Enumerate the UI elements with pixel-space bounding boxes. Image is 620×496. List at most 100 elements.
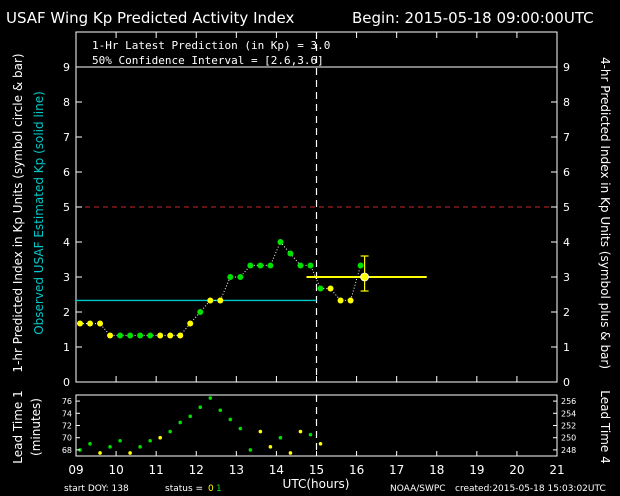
lead-tick-label-left: 72 <box>62 422 72 431</box>
lead-time-1-label: Lead Time 1 <box>11 390 25 463</box>
lead-time-point <box>128 451 132 455</box>
x-tick-label: 09 <box>68 463 83 477</box>
lead-time-point <box>198 405 203 410</box>
y-tick-label-left: 8 <box>63 96 70 109</box>
lead-time-point <box>258 429 263 434</box>
prediction-point <box>187 320 194 327</box>
lead-time-point <box>78 448 82 452</box>
lead-tick-label-right: 254 <box>561 409 576 418</box>
y-tick-label-left: 2 <box>63 306 70 319</box>
lead-time-point <box>288 451 293 455</box>
prediction-point <box>157 332 164 339</box>
lead-time-4-label: Lead Time 4 <box>598 390 612 463</box>
lead-time-point <box>98 451 102 455</box>
lead-time-point <box>248 448 253 452</box>
lead-time-point <box>228 417 233 422</box>
x-tick-label: 17 <box>389 463 404 477</box>
lead-time-1-unit-label: (minutes) <box>29 398 43 456</box>
latest-prediction-text: 1-Hr Latest Prediction (in Kp) = 3.0 <box>92 39 330 52</box>
lead-time-point <box>238 426 243 431</box>
lead-tick-label-left: 68 <box>62 446 72 455</box>
lower-plot: 68 248 70 250 72 252 74 254 76 256 <box>62 394 576 457</box>
lead-time-point <box>318 442 323 446</box>
y-tick-label-right: 7 <box>563 131 570 144</box>
x-tick-label: 20 <box>509 463 524 477</box>
prediction-point <box>197 309 204 315</box>
prediction-point <box>287 250 294 257</box>
start-doy: start DOY: 138 <box>64 484 129 494</box>
prediction-point <box>337 297 344 304</box>
lead-time-point <box>298 429 303 434</box>
prediction-point <box>247 262 254 269</box>
lead-tick-label-right: 250 <box>561 434 576 443</box>
prediction-point <box>257 262 264 269</box>
prediction-point <box>207 297 214 304</box>
prediction-point <box>107 332 114 339</box>
x-tick-label: 18 <box>429 463 444 477</box>
lead-tick-label-right: 252 <box>561 422 576 431</box>
lead-time-point <box>108 445 112 449</box>
lead-time-point <box>188 414 193 419</box>
lead-time-point <box>118 438 122 443</box>
lead-time-point <box>88 442 92 446</box>
y-tick-label-left: 6 <box>63 166 70 179</box>
prediction-point <box>297 262 304 269</box>
y-tick-label-right: 8 <box>563 96 570 109</box>
y-tick-label-left: 0 <box>63 376 70 389</box>
x-tick-label: 13 <box>229 463 244 477</box>
y-tick-label-right: 5 <box>563 201 570 214</box>
prediction-point <box>127 332 134 339</box>
prediction-point <box>97 320 104 327</box>
x-axis-label: UTC(hours) <box>283 477 350 491</box>
source-label: NOAA/SWPC <box>390 484 446 494</box>
x-tick-label: 19 <box>469 463 484 477</box>
x-tick-label: 16 <box>349 463 364 477</box>
lead-tick-label-left: 76 <box>62 397 72 406</box>
prediction-point <box>327 285 334 292</box>
prediction-point <box>357 262 364 269</box>
prediction-point <box>307 262 314 269</box>
created-timestamp: created:2015-05-18 15:03:02UTC <box>455 484 606 494</box>
y-tick-label-right: 3 <box>563 271 570 284</box>
status-value-b: 1 <box>216 484 222 494</box>
upper-plot: 0 0 1 1 2 2 3 3 4 4 5 5 6 6 7 7 8 8 9 9 1-Hr Latest Predict… <box>63 31 570 456</box>
y-tick-label-right: 0 <box>563 376 570 389</box>
lead-time-point <box>168 429 172 434</box>
prediction-point <box>117 332 124 339</box>
begin-time: Begin: 2015-05-18 09:00:00UTC <box>352 9 594 27</box>
lead-tick-label-right: 248 <box>561 446 576 455</box>
right-axis-label: 4-hr Predicted Index in Kp Units (symbol… <box>598 57 612 369</box>
left-axis-observed-label: Observed USAF Estimated Kp (solid line) <box>32 91 46 335</box>
x-tick-label: 11 <box>149 463 164 477</box>
y-tick-label-left: 9 <box>63 61 70 74</box>
x-tick-label: 14 <box>269 463 284 477</box>
lead-time-point <box>138 445 142 449</box>
lead-time-point <box>278 435 283 440</box>
left-axis-label: 1-hr Predicted Index in Kp Units (symbol… <box>11 53 25 372</box>
prediction-point <box>317 285 324 292</box>
lead-time-point <box>148 438 152 443</box>
lead-time-point <box>158 435 162 440</box>
confidence-interval-text: 50% Confidence Interval = [2.6,3.6] <box>92 54 324 67</box>
prediction-point <box>87 320 94 327</box>
lead-time-point <box>268 445 273 449</box>
lead-tick-label-left: 74 <box>62 409 72 418</box>
y-tick-label-left: 4 <box>63 236 70 249</box>
y-tick-label-right: 9 <box>563 61 570 74</box>
y-tick-label-right: 2 <box>563 306 570 319</box>
lead-time-point <box>178 420 183 425</box>
y-tick-label-left: 7 <box>63 131 70 144</box>
prediction-point <box>147 332 154 339</box>
chart-title: USAF Wing Kp Predicted Activity Index <box>6 9 294 27</box>
prediction-point <box>177 332 184 339</box>
y-tick-label-left: 1 <box>63 341 70 354</box>
x-tick-label: 15 <box>309 463 324 477</box>
prediction-point <box>277 239 284 245</box>
y-tick-label-right: 6 <box>563 166 570 179</box>
prediction-point <box>77 320 84 327</box>
lead-time-point <box>218 408 223 413</box>
lead-tick-label-right: 256 <box>561 397 576 406</box>
prediction-point <box>227 274 234 280</box>
prediction-1hr-point <box>360 272 370 282</box>
